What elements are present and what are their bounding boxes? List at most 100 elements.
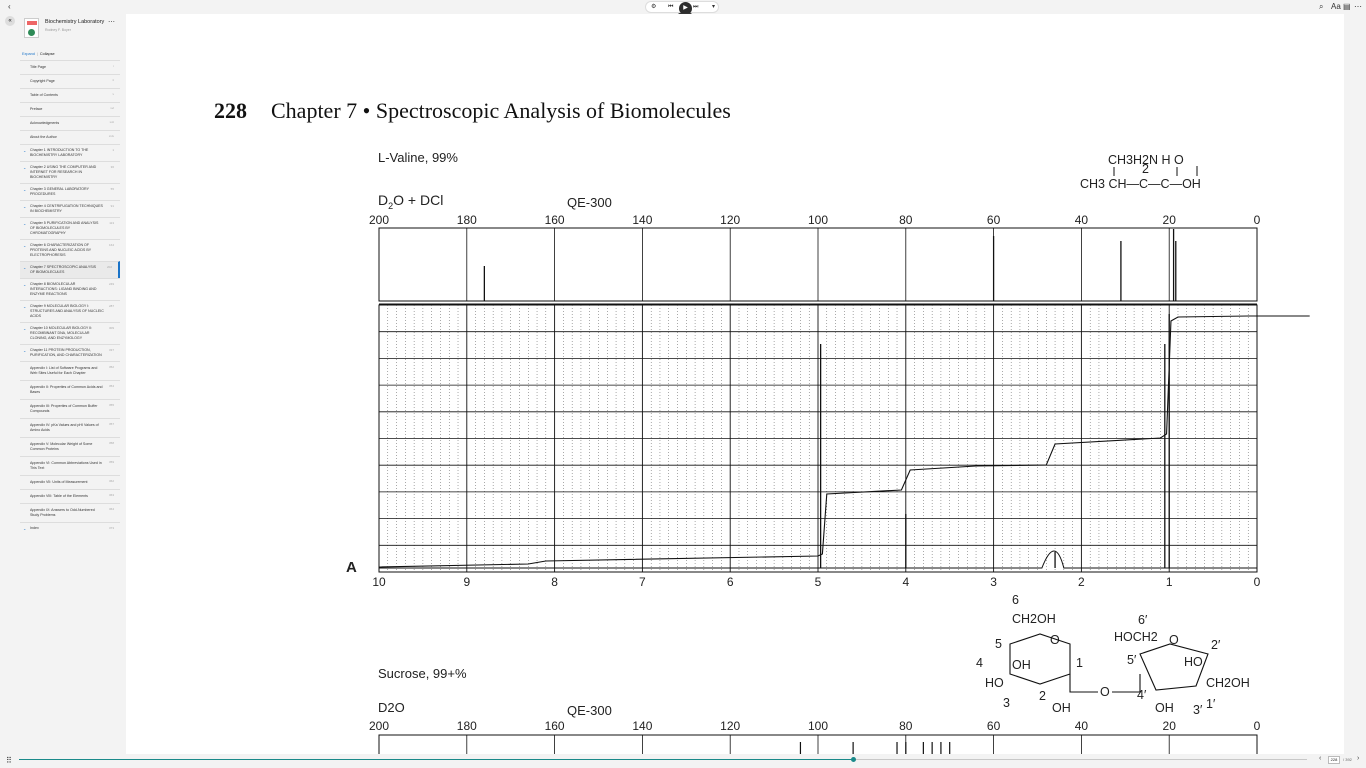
- toc-item[interactable]: ⌄ Chapter 8 BIOMOLECULAR INTERACTIONS: LI…: [20, 278, 120, 300]
- chevron-down-icon[interactable]: ⌄: [23, 221, 27, 226]
- table-of-contents-sidebar: « Biochemistry Laboratory Rodney F. Boye…: [0, 14, 126, 754]
- toc-item[interactable]: ⌄ Chapter 6 CHARACTERIZATION OF PROTEINS …: [20, 239, 120, 261]
- chevron-down-icon[interactable]: ⌄: [23, 148, 27, 153]
- book-more-icon[interactable]: ⋯: [108, 19, 115, 26]
- sucrose-structure-label: 5′: [1127, 653, 1137, 667]
- toc-item[interactable]: ⌄ Chapter 1 INTRODUCTION TO THE BIOCHEMIS…: [20, 144, 120, 161]
- chevron-down-icon[interactable]: ⌄: [23, 243, 27, 248]
- current-page-input[interactable]: 228: [1328, 756, 1340, 764]
- nmr-spectra-figure: 200 180 160 140 120 100 80 60 40 20 010 9 8 7 6 5 4 3 2 1 0C…: [369, 153, 1310, 754]
- toc-item[interactable]: Table of Contents v: [20, 88, 120, 102]
- text-size-icon[interactable]: Aa: [1331, 2, 1341, 11]
- toc-item[interactable]: ⌄ Chapter 5 PURIFICATION AND ANALYSIS OF …: [20, 217, 120, 239]
- toc-item[interactable]: Preface xvi: [20, 102, 120, 116]
- c13-tick-label: 120: [720, 213, 740, 227]
- previous-track-icon[interactable]: ⏮: [668, 4, 674, 10]
- toc-item[interactable]: ⌄ Index 373: [20, 522, 120, 534]
- bookmark-icon[interactable]: ▤: [1343, 2, 1351, 11]
- toc-item-page: 373: [108, 526, 114, 530]
- c13-tick-label: 140: [632, 213, 652, 227]
- toc-item[interactable]: About the Author xxiv: [20, 130, 120, 144]
- sucrose-structure-label: 6′: [1138, 613, 1148, 627]
- toc-item-label: Appendix I: List of Software Programs an…: [30, 366, 98, 375]
- toc-item-page: 249: [108, 282, 114, 286]
- chevron-down-icon[interactable]: ⌄: [23, 265, 27, 270]
- toc-item-label: Appendix IV: pKa Values and pHI Values o…: [30, 423, 99, 432]
- expand-collapse-controls: Expand | Collapse: [22, 52, 55, 56]
- previous-page-icon[interactable]: ‹: [1319, 755, 1322, 762]
- toc-item[interactable]: Acknowledgments xxii: [20, 116, 120, 130]
- toc-item-page: 362: [108, 479, 114, 483]
- toc-item[interactable]: ⌄ Chapter 4 CENTRIFUGATION TECHNIQUES IN …: [20, 200, 120, 217]
- sucrose-structure-label: 6: [1012, 593, 1019, 607]
- chevron-down-icon[interactable]: ⌄: [23, 326, 27, 331]
- chevron-down-icon[interactable]: ⌄: [23, 165, 27, 170]
- toc-item[interactable]: Appendix VIII: Table of the Elements 363: [20, 489, 120, 503]
- toc-item[interactable]: Appendix IX: Answers to Odd-Numbered Stu…: [20, 503, 120, 522]
- chevron-down-icon[interactable]: ⌄: [23, 304, 27, 309]
- chevron-down-icon[interactable]: ⌄: [23, 204, 27, 209]
- back-chevron-icon[interactable]: ‹: [8, 2, 11, 11]
- toc-item-label: Appendix II: Properties of Common Acids …: [30, 385, 103, 394]
- c13-tick-label: 180: [457, 213, 477, 227]
- thumbnails-icon[interactable]: ⠿: [6, 756, 12, 765]
- sucrose-c13-tick-label: 180: [457, 719, 477, 733]
- settings-icon[interactable]: ⚙: [651, 4, 657, 10]
- sucrose-structure-label: 3′: [1193, 703, 1203, 717]
- sucrose-c13-tick-label: 20: [1163, 719, 1177, 733]
- toc-item[interactable]: Appendix II: Properties of Common Acids …: [20, 380, 120, 399]
- h1-tick-label: 5: [815, 575, 822, 589]
- toc-item[interactable]: Appendix VI: Common Abbreviations Used i…: [20, 456, 120, 475]
- sucrose-structure-label: OH: [1155, 701, 1174, 715]
- chapter-title: Chapter 7 • Spectroscopic Analysis of Bi…: [271, 98, 731, 123]
- collapse-sidebar-button[interactable]: «: [5, 16, 15, 26]
- toc-item[interactable]: ⌄ Chapter 9 MOLECULAR BIOLOGY I: STRUCTUR…: [20, 300, 120, 322]
- reading-progress-handle[interactable]: [851, 757, 857, 762]
- toc-item[interactable]: ⌄ Chapter 11 PROTEIN PRODUCTION, PURIFICA…: [20, 344, 120, 361]
- right-rail: [1344, 14, 1366, 754]
- toc-item-page: 358: [108, 441, 114, 445]
- sucrose-c13-tick-label: 100: [808, 719, 828, 733]
- toc-item[interactable]: ⌄ Chapter 7 SPECTROSCOPIC ANALYSIS OF BIO…: [20, 261, 120, 278]
- audio-player: ⚙ ⏮ ▶ ⏭ ▾: [645, 1, 719, 15]
- toc-item[interactable]: Appendix III: Properties of Common Buffe…: [20, 399, 120, 418]
- collapse-all-link[interactable]: Collapse: [39, 52, 55, 56]
- h1-tick-label: 7: [639, 575, 646, 589]
- chevron-down-icon[interactable]: ⌄: [23, 348, 27, 353]
- play-button[interactable]: ▶: [679, 2, 692, 15]
- instrument-label-sucrose: QE-300: [567, 703, 612, 718]
- solvent-label-valine: D2O + DCl: [378, 192, 444, 211]
- toc-item-label: Chapter 7 SPECTROSCOPIC ANALYSIS OF BIOM…: [30, 265, 97, 274]
- c13-tick-label: 80: [899, 213, 913, 227]
- toc-item-label: Appendix VIII: Table of the Elements: [30, 494, 88, 498]
- next-page-icon[interactable]: ›: [1357, 755, 1360, 762]
- search-icon[interactable]: ⌕: [1319, 2, 1324, 11]
- chevron-down-icon[interactable]: ⌄: [23, 282, 27, 287]
- toc-item[interactable]: Appendix VII: Units of Measurement 362: [20, 475, 120, 489]
- instrument-label-valine: QE-300: [567, 195, 612, 210]
- toc-item[interactable]: Copyright Page ii: [20, 74, 120, 88]
- chevron-down-icon[interactable]: ⌄: [23, 526, 27, 531]
- toc-item-page: 357: [108, 422, 114, 426]
- toc-item-label: Chapter 1 INTRODUCTION TO THE BIOCHEMIST…: [30, 148, 89, 157]
- toc-item[interactable]: ⌄ Chapter 10 MOLECULAR BIOLOGY II: RECOMB…: [20, 322, 120, 344]
- sucrose-c13-tick-label: 60: [987, 719, 1001, 733]
- toc-item[interactable]: ⌄ Chapter 3 GENERAL LABORATORY PROCEDURES…: [20, 183, 120, 200]
- more-icon[interactable]: ⋯: [1354, 2, 1362, 11]
- toc-item-page: 164: [108, 243, 114, 247]
- chevron-down-icon[interactable]: ⌄: [23, 187, 27, 192]
- toc-item-label: Title Page: [30, 65, 47, 69]
- toc-item-page: 1: [112, 148, 114, 152]
- dropdown-chevron-icon[interactable]: ▾: [712, 4, 716, 10]
- toc-item[interactable]: Appendix IV: pKa Values and pHI Values o…: [20, 418, 120, 437]
- expand-all-link[interactable]: Expand: [22, 52, 35, 56]
- toc-item[interactable]: ⌄ Chapter 2 USING THE COMPUTER AND INTERN…: [20, 161, 120, 183]
- toc-item[interactable]: Appendix I: List of Software Programs an…: [20, 361, 120, 380]
- toc-item-page: xxiv: [108, 134, 114, 138]
- next-track-icon[interactable]: ⏭: [693, 4, 699, 10]
- compound-label-valine: L-Valine, 99%: [378, 150, 458, 165]
- toc-item[interactable]: Title Page i: [20, 60, 120, 74]
- toc-item[interactable]: Appendix V: Molecular Weight of Some Com…: [20, 437, 120, 456]
- toc-item-page: 287: [108, 304, 114, 308]
- c13-tick-label: 0: [1254, 213, 1261, 227]
